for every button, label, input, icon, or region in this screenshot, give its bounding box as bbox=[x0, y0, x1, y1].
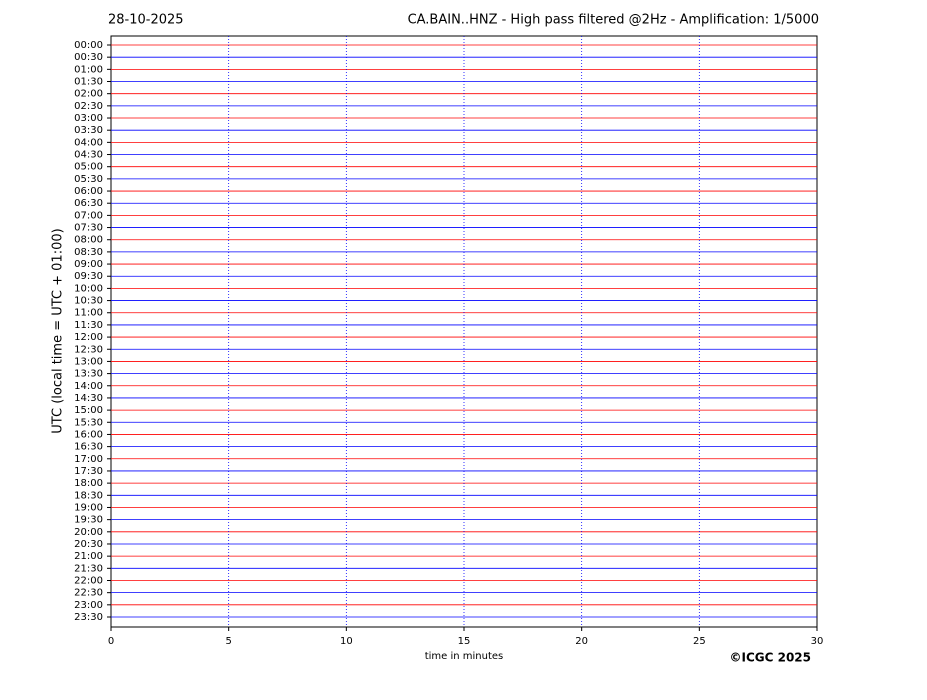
y-tick-label: 03:00 bbox=[74, 113, 103, 124]
y-tick-label: 15:30 bbox=[74, 417, 103, 428]
y-tick-label: 16:30 bbox=[74, 442, 103, 453]
y-tick-label: 10:30 bbox=[74, 296, 103, 307]
y-tick-label: 22:30 bbox=[74, 588, 103, 599]
plot-frame bbox=[110, 35, 818, 628]
x-tick-label: 15 bbox=[458, 636, 471, 647]
y-tick-label: 06:30 bbox=[74, 198, 103, 209]
y-tick-label: 05:00 bbox=[74, 162, 103, 173]
y-tick-label: 00:30 bbox=[74, 52, 103, 63]
y-tick-label: 10:00 bbox=[74, 283, 103, 294]
y-tick-label: 09:00 bbox=[74, 259, 103, 270]
y-tick-label: 11:30 bbox=[74, 320, 103, 331]
y-tick-label: 23:30 bbox=[74, 612, 103, 623]
y-tick-label: 20:00 bbox=[74, 527, 103, 538]
x-tick-label: 20 bbox=[575, 636, 588, 647]
x-tick-label: 30 bbox=[811, 636, 824, 647]
x-tick-label: 0 bbox=[108, 636, 114, 647]
y-tick-label: 17:30 bbox=[74, 466, 103, 477]
y-tick-label: 14:00 bbox=[74, 381, 103, 392]
y-tick-label: 02:00 bbox=[74, 89, 103, 100]
y-tick-label: 04:30 bbox=[74, 150, 103, 161]
y-tick-label: 02:30 bbox=[74, 101, 103, 112]
y-tick-label: 16:00 bbox=[74, 429, 103, 440]
y-tick-label: 18:00 bbox=[74, 478, 103, 489]
y-tick-label: 01:00 bbox=[74, 64, 103, 75]
y-tick-label: 11:00 bbox=[74, 308, 103, 319]
x-tick-label: 25 bbox=[693, 636, 706, 647]
y-tick-label: 05:30 bbox=[74, 174, 103, 185]
y-tick-label: 21:00 bbox=[74, 551, 103, 562]
y-tick-label: 19:00 bbox=[74, 502, 103, 513]
y-tick-label: 13:30 bbox=[74, 369, 103, 380]
y-tick-label: 03:30 bbox=[74, 125, 103, 136]
y-tick-label: 19:30 bbox=[74, 515, 103, 526]
y-tick-label: 07:30 bbox=[74, 223, 103, 234]
y-tick-label: 09:30 bbox=[74, 271, 103, 282]
y-tick-label: 18:30 bbox=[74, 490, 103, 501]
y-tick-label: 08:00 bbox=[74, 235, 103, 246]
chart-date: 28-10-2025 bbox=[108, 13, 184, 28]
credit: ©ICGC 2025 bbox=[729, 651, 811, 665]
y-tick-label: 12:30 bbox=[74, 344, 103, 355]
y-tick-label: 17:00 bbox=[74, 454, 103, 465]
chart-title: CA.BAIN..HNZ - High pass filtered @2Hz -… bbox=[408, 13, 819, 28]
y-tick-label: 23:00 bbox=[74, 600, 103, 611]
y-tick-label: 22:00 bbox=[74, 575, 103, 586]
y-tick-label: 08:30 bbox=[74, 247, 103, 258]
y-tick-label: 07:00 bbox=[74, 210, 103, 221]
y-tick-label: 20:30 bbox=[74, 539, 103, 550]
y-tick-label: 01:30 bbox=[74, 77, 103, 88]
y-tick-label: 04:00 bbox=[74, 137, 103, 148]
y-tick-label: 13:00 bbox=[74, 356, 103, 367]
x-axis-label: time in minutes bbox=[425, 651, 504, 662]
y-tick-label: 06:00 bbox=[74, 186, 103, 197]
x-tick-label: 10 bbox=[340, 636, 353, 647]
y-tick-label: 14:30 bbox=[74, 393, 103, 404]
y-tick-label: 00:00 bbox=[74, 40, 103, 51]
y-tick-label: 21:30 bbox=[74, 563, 103, 574]
y-tick-label: 15:00 bbox=[74, 405, 103, 416]
y-tick-label: 12:00 bbox=[74, 332, 103, 343]
y-axis-label: UTC (local time = UTC + 01:00) bbox=[51, 228, 66, 433]
x-tick-label: 5 bbox=[225, 636, 231, 647]
